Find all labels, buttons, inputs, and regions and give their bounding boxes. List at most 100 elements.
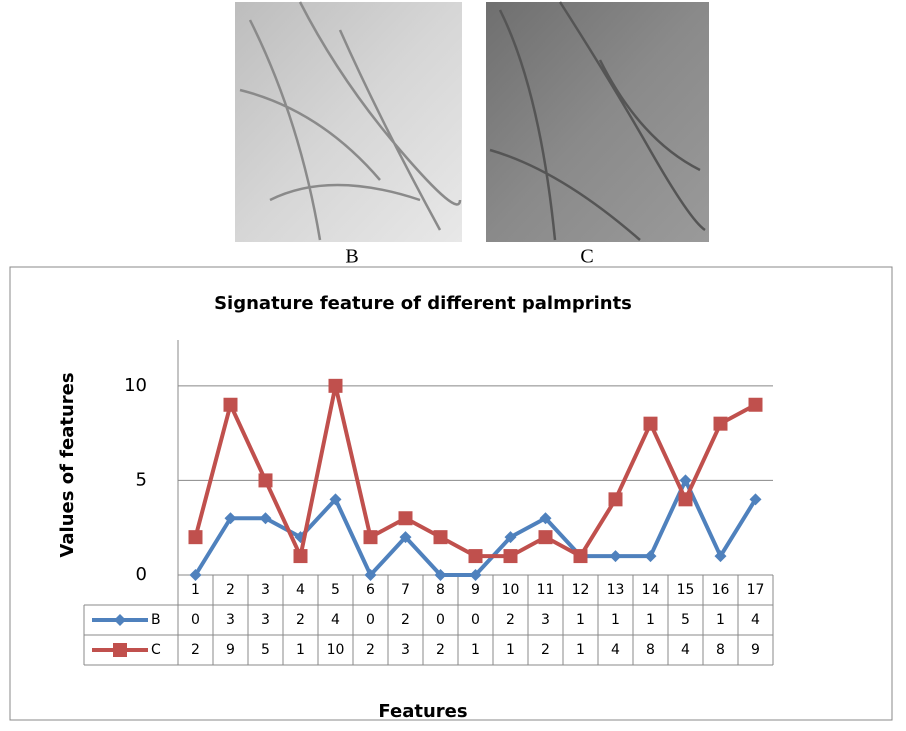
marker bbox=[539, 512, 552, 525]
marker bbox=[399, 531, 412, 544]
table-value: 2 bbox=[401, 612, 410, 628]
table-value: 2 bbox=[541, 642, 550, 658]
marker bbox=[328, 378, 343, 393]
marker bbox=[608, 492, 623, 507]
x-tick-label: 10 bbox=[502, 582, 520, 598]
x-tick-label: 2 bbox=[226, 582, 235, 598]
panel-label: C bbox=[580, 246, 593, 268]
table-value: 8 bbox=[716, 642, 725, 658]
chart-title: Signature feature of different palmprint… bbox=[214, 293, 632, 314]
table-value: 9 bbox=[226, 642, 235, 658]
table-value: 4 bbox=[331, 612, 340, 628]
marker bbox=[468, 549, 483, 564]
table-value: 0 bbox=[436, 612, 445, 628]
x-tick-label: 4 bbox=[296, 582, 305, 598]
marker bbox=[433, 530, 448, 545]
marker bbox=[538, 530, 553, 545]
table-value: 0 bbox=[471, 612, 480, 628]
table-value: 1 bbox=[296, 642, 305, 658]
marker bbox=[749, 493, 762, 506]
table-value: 3 bbox=[261, 612, 270, 628]
marker bbox=[329, 493, 342, 506]
x-tick-label: 7 bbox=[401, 582, 410, 598]
x-axis-title: Features bbox=[378, 701, 467, 722]
marker bbox=[223, 397, 238, 412]
marker bbox=[434, 569, 447, 581]
marker bbox=[189, 569, 202, 581]
x-tick-label: 12 bbox=[572, 582, 590, 598]
table-value: 5 bbox=[261, 642, 270, 658]
x-tick-label: 8 bbox=[436, 582, 445, 598]
marker bbox=[679, 474, 692, 487]
table-value: 1 bbox=[471, 642, 480, 658]
y-tick-label: 5 bbox=[136, 469, 147, 490]
table-value: 1 bbox=[646, 612, 655, 628]
marker bbox=[114, 614, 126, 626]
marker bbox=[748, 397, 763, 412]
y-axis-title: Values of features bbox=[57, 372, 78, 557]
x-tick-label: 3 bbox=[261, 582, 270, 598]
table-value: 3 bbox=[401, 642, 410, 658]
marker bbox=[258, 473, 273, 488]
marker bbox=[113, 643, 127, 657]
palm-image-b bbox=[235, 1, 462, 242]
legend-label: B bbox=[151, 612, 161, 628]
table-value: 2 bbox=[366, 642, 375, 658]
x-tick-label: 14 bbox=[642, 582, 660, 598]
marker bbox=[643, 416, 658, 431]
x-tick-label: 9 bbox=[471, 582, 480, 598]
marker bbox=[259, 512, 272, 525]
x-tick-label: 11 bbox=[537, 582, 555, 598]
table-value: 0 bbox=[191, 612, 200, 628]
marker bbox=[224, 512, 237, 525]
marker bbox=[504, 531, 517, 544]
table-value: 5 bbox=[681, 612, 690, 628]
table-value: 1 bbox=[716, 612, 725, 628]
marker bbox=[609, 550, 622, 563]
marker bbox=[503, 549, 518, 564]
table-value: 2 bbox=[436, 642, 445, 658]
x-tick-label: 1 bbox=[191, 582, 200, 598]
table-value: 2 bbox=[191, 642, 200, 658]
legend-label: C bbox=[151, 642, 161, 658]
marker bbox=[714, 550, 727, 563]
table-value: 2 bbox=[506, 612, 515, 628]
marker bbox=[293, 549, 308, 564]
x-tick-label: 16 bbox=[712, 582, 730, 598]
table-value: 9 bbox=[751, 642, 760, 658]
table-value: 1 bbox=[506, 642, 515, 658]
table-value: 1 bbox=[576, 642, 585, 658]
marker bbox=[469, 569, 482, 581]
marker bbox=[398, 511, 413, 526]
x-tick-label: 5 bbox=[331, 582, 340, 598]
table-value: 4 bbox=[611, 642, 620, 658]
table-value: 1 bbox=[576, 612, 585, 628]
marker bbox=[188, 530, 203, 545]
y-tick-label: 10 bbox=[124, 375, 147, 396]
y-tick-label: 0 bbox=[136, 564, 147, 585]
marker bbox=[573, 549, 588, 564]
x-tick-label: 15 bbox=[677, 582, 695, 598]
marker bbox=[644, 550, 657, 563]
panel-label: B bbox=[345, 246, 358, 268]
x-tick-label: 17 bbox=[747, 582, 765, 598]
marker bbox=[713, 416, 728, 431]
table-value: 3 bbox=[541, 612, 550, 628]
marker bbox=[364, 569, 377, 581]
table-value: 2 bbox=[296, 612, 305, 628]
marker bbox=[678, 492, 693, 507]
x-tick-label: 13 bbox=[607, 582, 625, 598]
table-value: 10 bbox=[327, 642, 345, 658]
table-value: 4 bbox=[751, 612, 760, 628]
marker bbox=[363, 530, 378, 545]
table-value: 0 bbox=[366, 612, 375, 628]
table-value: 4 bbox=[681, 642, 690, 658]
palm-image-c bbox=[486, 1, 709, 242]
chart-frame bbox=[9, 266, 893, 721]
table-value: 1 bbox=[611, 612, 620, 628]
table-value: 8 bbox=[646, 642, 655, 658]
x-tick-label: 6 bbox=[366, 582, 375, 598]
table-value: 3 bbox=[226, 612, 235, 628]
